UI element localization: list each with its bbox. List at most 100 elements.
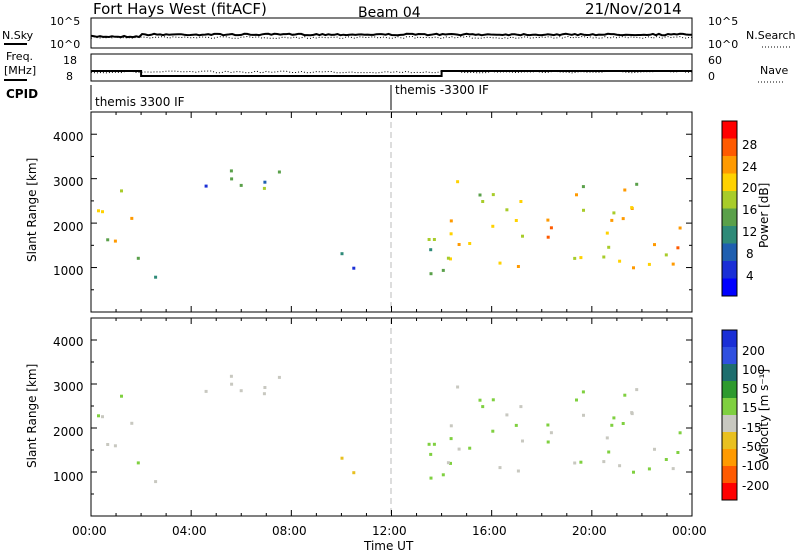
vel-ytick-4000: 4000 [53, 335, 84, 349]
power-echo-cell [263, 180, 267, 184]
vel-cbar-tick-neg100: -100 [742, 459, 769, 473]
velocity-echo-cell [136, 461, 140, 465]
power-echo-cell [481, 200, 485, 203]
nave-tick-high: 60 [708, 54, 722, 67]
colorbar-swatch [722, 278, 737, 297]
power-cbar-tick-24: 24 [742, 160, 757, 174]
velocity-echo-cell [664, 458, 668, 461]
velocity-echo-cell [607, 450, 611, 454]
velocity-echo-cell [262, 392, 266, 396]
velocity-echo-cell [505, 413, 509, 417]
xtick-2000: 20:00 [572, 524, 607, 538]
cpid-mode-1: themis 3300 IF [95, 95, 185, 109]
velocity-echo-cell [621, 422, 625, 425]
power-echo-cell [602, 255, 606, 259]
colorbar-swatch [722, 466, 737, 484]
velocity-echo-cell [263, 386, 267, 389]
velocity-echo-cell [446, 461, 450, 465]
velocity-echo-cell [478, 398, 482, 402]
power-echo-cell [498, 261, 502, 265]
power-echo-cell [456, 180, 460, 184]
nsearch-tick-high: 10^5 [708, 15, 738, 28]
power-echo-cell [635, 182, 639, 186]
power-echo-cell [621, 217, 625, 221]
velocity-echo-cell [429, 452, 433, 456]
velocity-echo-cell [277, 375, 281, 379]
power-echo-cell [229, 169, 233, 173]
colorbar-swatch [722, 173, 737, 192]
power-colorbar [722, 121, 737, 297]
colorbar-swatch [722, 243, 737, 262]
power-echo-cell [230, 177, 234, 181]
power-echo-cell [630, 206, 634, 210]
velocity-echo-cell [491, 398, 495, 402]
velocity-echo-cell [97, 414, 100, 418]
power-echo-cell [521, 234, 524, 238]
colorbar-swatch [722, 347, 737, 365]
xtick-2400: 00:00 [672, 524, 707, 538]
colorbar-swatch [722, 483, 737, 501]
power-ytick-3000: 3000 [53, 175, 84, 189]
colorbar-swatch [722, 138, 737, 157]
xtick-0000: 00:00 [72, 524, 107, 538]
power-echo-cell [449, 219, 453, 223]
power-echo-cell [575, 193, 578, 197]
power-echo-cell [97, 209, 100, 213]
vel-cbar-tick-100: 100 [742, 363, 765, 377]
velocity-echo-cell [154, 480, 158, 484]
velocity-echo-cell [575, 398, 578, 402]
velocity-echo-cell [352, 471, 356, 475]
power-colorbar-label: Power [dB] [757, 183, 771, 248]
velocity-echo-cell [581, 390, 585, 394]
colorbar-swatch [722, 398, 737, 416]
vel-ytick-3000: 3000 [53, 380, 84, 394]
velocity-colorbar [722, 330, 737, 501]
velocity-echo-cell [579, 460, 583, 464]
xtick-1200: 12:00 [372, 524, 407, 538]
power-echo-cell [239, 183, 243, 187]
cpid-mode-2: themis -3300 IF [395, 83, 489, 97]
power-echo-cell [582, 208, 585, 212]
power-echo-cell [154, 275, 158, 279]
velocity-echo-cell [449, 437, 453, 441]
nsky-label: N.Sky [2, 29, 34, 42]
velocity-echo-cell [101, 415, 104, 419]
power-echo-cell [101, 210, 104, 214]
power-echo-cell [647, 262, 651, 266]
velocity-echo-cell [514, 423, 518, 427]
power-echo-cell [446, 256, 450, 260]
velocity-echo-cell [340, 456, 344, 460]
power-ylabel: Slant Range [km] [25, 158, 39, 262]
velocity-echo-cell [549, 431, 553, 435]
power-echo-cell [573, 256, 577, 260]
velocity-echo-cell [582, 413, 585, 417]
power-echo-cell [120, 189, 123, 193]
power-echo-cell [623, 188, 627, 192]
freq-tick-low: 8 [66, 70, 73, 83]
nsky-trace [90, 32, 692, 39]
power-echo-cell [581, 185, 585, 189]
colorbar-swatch [722, 226, 737, 244]
colorbar-swatch [722, 449, 737, 467]
power-echo-cell [546, 235, 550, 239]
power-echo-cell [605, 231, 609, 235]
velocity-echo-cell [602, 460, 606, 464]
power-echo-cell [653, 243, 656, 247]
power-ytick-1000: 1000 [53, 264, 84, 278]
power-echo-cell [136, 256, 140, 260]
colorbar-swatch [722, 432, 737, 450]
power-echo-cell [429, 248, 433, 252]
velocity-echo-cell [239, 389, 243, 393]
power-echo-cell [632, 266, 635, 270]
velocity-colorbar-frame [721, 329, 738, 501]
power-cbar-tick-20: 20 [742, 181, 757, 195]
power-echo-cell [204, 184, 208, 188]
power-echo-cell [130, 216, 134, 220]
velocity-echo-cell [481, 405, 485, 409]
station-title: Fort Hays West (fitACF) [93, 0, 267, 18]
colorbar-swatch [722, 261, 737, 279]
xtick-0800: 08:00 [272, 524, 307, 538]
nsearch-tick-low: 10^0 [708, 38, 738, 51]
velocity-echo-cell [498, 466, 502, 470]
